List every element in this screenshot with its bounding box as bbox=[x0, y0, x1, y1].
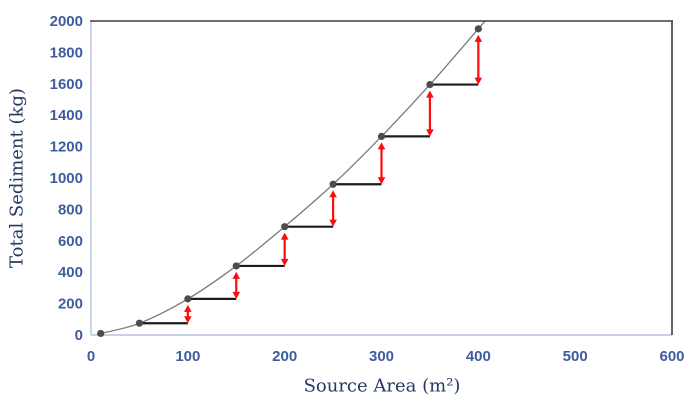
data-point-marker bbox=[135, 319, 144, 327]
difference-arrow-up-head bbox=[426, 90, 434, 98]
y-tick-label: 0 bbox=[75, 327, 83, 344]
difference-arrow-up-head bbox=[280, 232, 289, 240]
x-tick-label: 400 bbox=[466, 348, 491, 365]
x-tick-label: 0 bbox=[87, 348, 95, 365]
y-tick-label: 2000 bbox=[50, 13, 83, 30]
data-point-marker bbox=[377, 132, 386, 140]
trend-curve bbox=[100, 21, 487, 335]
x-tick-label: 500 bbox=[563, 348, 588, 365]
y-tick-label: 200 bbox=[58, 296, 83, 313]
data-point-marker bbox=[281, 223, 289, 231]
data-point-marker bbox=[426, 80, 434, 89]
y-tick-label: 1000 bbox=[50, 170, 83, 187]
x-tick-label: 100 bbox=[175, 348, 200, 365]
y-tick-label: 1400 bbox=[50, 107, 83, 124]
difference-arrow-down-head bbox=[232, 291, 241, 299]
difference-arrow-down-head bbox=[426, 129, 434, 137]
difference-arrow-down-head bbox=[377, 177, 386, 185]
difference-arrow-down-head bbox=[474, 77, 483, 85]
difference-arrow-down-head bbox=[280, 258, 289, 266]
x-tick-label: 200 bbox=[272, 348, 297, 365]
data-point-marker bbox=[329, 180, 337, 188]
data-point-marker bbox=[97, 329, 105, 338]
y-axis-title: Total Sediment (kg) bbox=[6, 88, 28, 268]
difference-arrow-down-head bbox=[184, 316, 192, 324]
y-tick-label: 600 bbox=[58, 233, 83, 250]
difference-arrow-up-head bbox=[184, 304, 192, 312]
difference-arrow-up-head bbox=[232, 271, 241, 279]
y-tick-label: 1200 bbox=[50, 139, 83, 156]
data-point-marker bbox=[232, 262, 240, 270]
y-tick-label: 1600 bbox=[50, 76, 83, 93]
difference-arrow-up-head bbox=[474, 34, 483, 42]
x-tick-label: 300 bbox=[369, 348, 394, 365]
y-tick-label: 400 bbox=[58, 264, 83, 281]
y-tick-label: 800 bbox=[58, 201, 83, 218]
x-tick-label: 600 bbox=[659, 348, 684, 365]
difference-arrow-down-head bbox=[329, 219, 337, 227]
data-point-marker bbox=[184, 295, 192, 303]
y-tick-label: 1800 bbox=[50, 44, 83, 61]
difference-arrow-up-head bbox=[329, 190, 337, 198]
data-point-marker bbox=[474, 25, 482, 33]
difference-arrow-up-head bbox=[377, 142, 386, 150]
x-axis-title: Source Area (m²) bbox=[303, 375, 461, 397]
